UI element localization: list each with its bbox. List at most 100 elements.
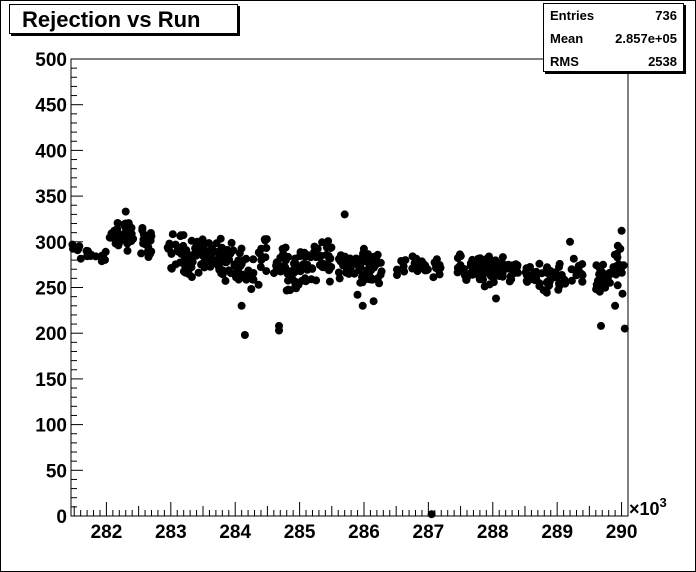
stats-row-mean: Mean 2.857e+05 bbox=[544, 27, 683, 50]
data-point bbox=[204, 239, 213, 248]
data-point bbox=[278, 244, 287, 253]
data-point bbox=[316, 251, 325, 260]
stats-row-entries: Entries 736 bbox=[544, 4, 683, 27]
data-point bbox=[247, 285, 256, 293]
data-point bbox=[257, 256, 266, 264]
data-point bbox=[286, 286, 295, 295]
x-tick-label: 286 bbox=[348, 522, 380, 543]
data-point bbox=[214, 255, 223, 264]
data-point bbox=[144, 243, 153, 251]
data-point bbox=[455, 250, 464, 259]
data-point bbox=[167, 264, 176, 273]
data-point bbox=[239, 256, 248, 265]
data-point bbox=[595, 264, 604, 272]
data-point bbox=[318, 238, 327, 247]
x-tick-label: 283 bbox=[155, 522, 187, 543]
data-point bbox=[557, 271, 566, 279]
data-point bbox=[245, 269, 254, 278]
data-point bbox=[423, 265, 432, 274]
chart-title: Rejection vs Run bbox=[9, 4, 238, 34]
y-tick-label: 50 bbox=[46, 461, 67, 482]
data-point bbox=[192, 251, 201, 260]
data-point bbox=[551, 273, 560, 282]
data-point bbox=[146, 235, 155, 244]
data-point bbox=[322, 243, 331, 252]
data-point bbox=[578, 270, 587, 279]
data-point bbox=[340, 210, 349, 219]
data-point bbox=[163, 243, 172, 252]
data-point bbox=[369, 297, 378, 306]
data-point bbox=[310, 247, 319, 256]
data-point bbox=[297, 276, 306, 285]
data-point bbox=[334, 268, 343, 277]
x-tick-label: 284 bbox=[219, 522, 251, 543]
chart-title-text: Rejection vs Run bbox=[22, 7, 201, 32]
stats-row-rms: RMS 2538 bbox=[544, 50, 683, 73]
data-point bbox=[555, 263, 563, 272]
data-point bbox=[325, 277, 334, 286]
data-point bbox=[221, 258, 230, 267]
x-tick-label: 290 bbox=[606, 522, 638, 543]
data-point bbox=[358, 301, 367, 310]
data-point bbox=[254, 280, 263, 289]
data-point bbox=[569, 254, 578, 263]
data-point bbox=[605, 278, 614, 287]
y-tick-label: 400 bbox=[35, 141, 67, 162]
x-axis: 282 283 284 285 286 287 288 289 290 bbox=[73, 502, 638, 543]
data-point bbox=[485, 280, 494, 289]
data-point bbox=[284, 252, 293, 261]
data-point bbox=[137, 249, 146, 258]
y-tick-label: 0 bbox=[56, 507, 67, 528]
y-tick-label: 100 bbox=[35, 416, 67, 437]
data-point bbox=[221, 276, 230, 285]
data-point bbox=[353, 290, 362, 299]
x-tick-label: 288 bbox=[477, 522, 509, 543]
data-point bbox=[561, 279, 570, 288]
data-point bbox=[307, 275, 316, 284]
data-point bbox=[146, 229, 155, 237]
y-tick-label: 500 bbox=[35, 50, 67, 71]
x-tick-label: 289 bbox=[541, 522, 573, 543]
data-point bbox=[248, 275, 257, 284]
data-point bbox=[242, 275, 251, 284]
data-point bbox=[123, 246, 132, 255]
stats-value: 2538 bbox=[648, 54, 677, 69]
data-point bbox=[617, 226, 626, 235]
stats-label: Mean bbox=[550, 31, 584, 46]
data-point bbox=[187, 273, 196, 281]
data-point bbox=[324, 237, 333, 246]
data-point bbox=[617, 263, 626, 272]
data-point bbox=[566, 237, 574, 246]
data-point bbox=[611, 301, 620, 310]
data-point bbox=[495, 272, 504, 280]
data-point bbox=[227, 238, 236, 247]
stats-value: 736 bbox=[655, 8, 677, 23]
data-point bbox=[567, 276, 576, 285]
stats-box: Entries 736 Mean 2.857e+05 RMS 2538 bbox=[543, 3, 684, 72]
data-point bbox=[176, 232, 185, 241]
data-point bbox=[555, 279, 563, 288]
x-exponent-label: ×103 bbox=[629, 495, 667, 519]
data-point bbox=[567, 265, 576, 274]
stats-value: 2.857e+05 bbox=[615, 31, 677, 46]
data-point bbox=[491, 256, 500, 265]
data-point bbox=[340, 252, 349, 261]
data-point bbox=[262, 267, 271, 276]
data-point bbox=[283, 267, 292, 276]
data-point bbox=[412, 254, 421, 263]
data-point bbox=[435, 261, 444, 269]
y-tick-label: 250 bbox=[35, 279, 67, 300]
data-point bbox=[260, 235, 269, 244]
data-point bbox=[492, 294, 500, 303]
data-point bbox=[408, 264, 417, 273]
data-point bbox=[327, 263, 336, 271]
data-point bbox=[194, 268, 203, 277]
data-point bbox=[539, 286, 548, 295]
y-tick-label: 150 bbox=[35, 370, 67, 391]
data-point bbox=[455, 266, 464, 275]
data-point bbox=[359, 244, 368, 253]
data-point bbox=[223, 247, 232, 256]
data-point bbox=[429, 273, 438, 282]
